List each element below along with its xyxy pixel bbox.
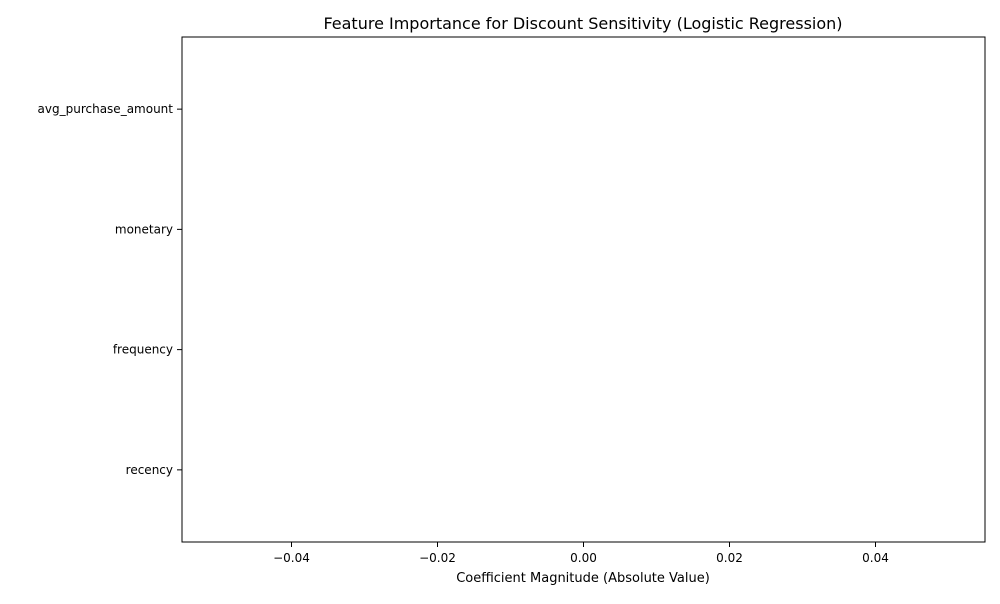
y-tick-label-recency: recency	[126, 463, 173, 477]
x-tick-label: 0.00	[570, 551, 597, 565]
x-tick-label: 0.04	[862, 551, 889, 565]
chart-title: Feature Importance for Discount Sensitiv…	[323, 14, 842, 33]
x-axis-ticks: −0.04 −0.02 0.00 0.02 0.04	[273, 542, 889, 565]
y-tick-label-frequency: frequency	[113, 343, 173, 357]
plot-frame	[181, 36, 986, 543]
y-tick-label-monetary: monetary	[115, 222, 173, 236]
x-axis-label: Coefficient Magnitude (Absolute Value)	[456, 571, 710, 586]
y-tick-label-avg_purchase_amount: avg_purchase_amount	[38, 102, 174, 116]
x-tick-label: −0.04	[273, 551, 310, 565]
x-tick-label: 0.02	[716, 551, 743, 565]
x-tick-label: −0.02	[419, 551, 456, 565]
y-axis-ticks: avg_purchase_amount monetary frequency rece…	[38, 102, 182, 477]
